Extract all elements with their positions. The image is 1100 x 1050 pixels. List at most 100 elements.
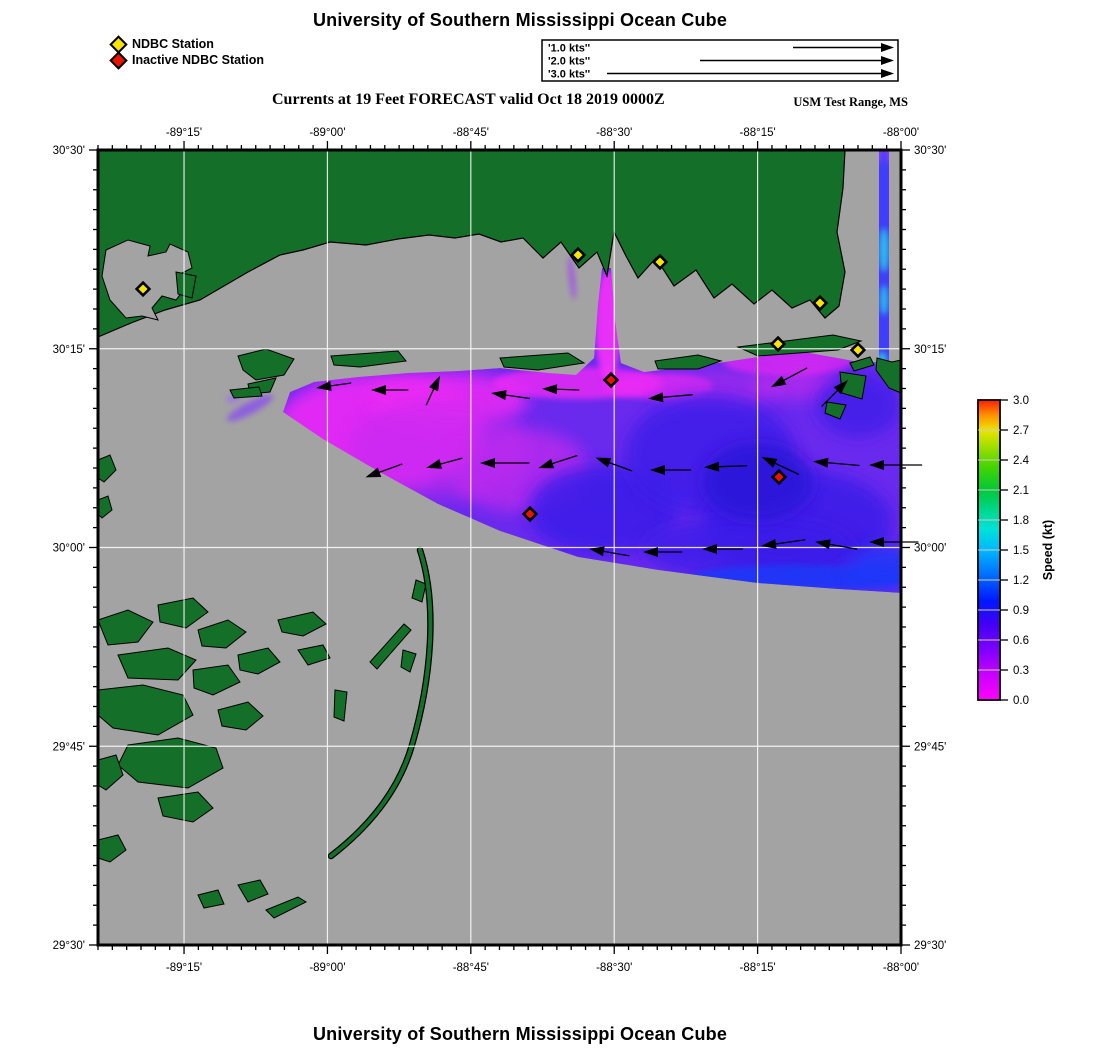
legend-label-inactive: Inactive NDBC Station [132, 53, 264, 67]
ndbc-station-diamond-icon [849, 341, 867, 359]
colorbar-tick-label: 2.1 [1013, 485, 1029, 497]
colorbar-tick-label: 1.5 [1013, 545, 1029, 557]
current-arrow-head-icon [595, 457, 612, 468]
current-arrow [770, 367, 808, 388]
island [824, 401, 847, 420]
current-arrow-head-icon [833, 380, 848, 395]
current-arrow [704, 461, 747, 472]
current-arrow-head-icon [643, 547, 659, 558]
legend-row-inactive: Inactive NDBC Station [109, 50, 264, 70]
ndbc-station [569, 246, 587, 264]
island [97, 684, 194, 736]
island [117, 647, 197, 681]
lat-axis-label: 30°30' [914, 145, 946, 157]
channel-fast-spot [880, 285, 888, 315]
chandeleur-arc [329, 548, 433, 858]
loose-current-streak [568, 256, 576, 300]
current-arrow [479, 457, 530, 468]
inactive-ndbc-station [521, 505, 539, 523]
current-arrow-head-icon [371, 385, 387, 396]
lon-axis-label: -88°45' [453, 127, 489, 139]
current-arrow-head-icon [702, 544, 718, 555]
colorbar-tick-label: 1.2 [1013, 575, 1029, 587]
legend-label-active: NDBC Station [132, 37, 214, 51]
lon-axis-label: -88°30' [596, 962, 632, 974]
channel-fast-spot [879, 228, 889, 272]
lon-axis-label: -89°00' [309, 127, 345, 139]
forecast-subtitle: Currents at 19 Feet FORECAST valid Oct 1… [272, 91, 665, 108]
page-title-bottom: University of Southern Mississippi Ocean… [312, 1024, 728, 1044]
ndbc-station-diamond-icon [134, 280, 152, 298]
island [499, 352, 586, 371]
current-arrow [595, 457, 633, 472]
current-arrow-tail [662, 394, 693, 398]
field-blob [846, 548, 901, 588]
current-arrow-head-icon [538, 458, 555, 469]
station-legend: NDBC Station Inactive NDBC Station [109, 34, 264, 70]
colorbar-title: Speed (kt) [1041, 520, 1055, 580]
ndbc-station-diamond-icon [569, 246, 587, 264]
lon-axis-label: -88°00' [883, 962, 919, 974]
inactive-ndbc-station-diamond-icon [770, 468, 788, 486]
ndbc-station [769, 335, 787, 353]
island [197, 889, 225, 909]
current-arrow-head-icon [868, 459, 884, 470]
colorbar-tick-label: 0.3 [1013, 665, 1029, 677]
current-speed-field [283, 150, 901, 593]
ndbc-station [849, 341, 867, 359]
inactive-ndbc-station [602, 371, 620, 389]
current-arrow-tail [603, 550, 630, 557]
current-arrow [761, 457, 800, 475]
island [237, 647, 281, 675]
current-arrow-tail [609, 462, 633, 472]
current-arrow [868, 459, 923, 470]
island [192, 664, 241, 696]
mainland [97, 149, 846, 338]
ndbc-station [134, 280, 152, 298]
inactive-station-diamond-icon [109, 50, 128, 70]
current-arrow-head-icon [761, 538, 777, 549]
lat-axis-label: 30°00' [914, 543, 946, 555]
island [277, 611, 327, 637]
scale-row-label: '2.0 kts'' [548, 56, 590, 68]
island [229, 386, 263, 399]
island [157, 597, 209, 629]
current-arrow [702, 544, 744, 555]
current-arrow-tail [379, 463, 403, 473]
lon-axis-label: -88°00' [883, 127, 919, 139]
field-blob [348, 400, 528, 500]
lat-axis-label: 30°30' [53, 145, 85, 157]
current-arrow-tail [552, 454, 578, 465]
current-arrow [648, 392, 693, 403]
current-arrow-head-icon [365, 467, 382, 478]
scale-row-label: '1.0 kts'' [548, 43, 590, 55]
region-label: USM Test Range, MS [793, 95, 908, 109]
current-arrow-head-icon [491, 390, 507, 401]
island [736, 334, 863, 357]
colorbar-tick-label: 0.0 [1013, 695, 1029, 707]
current-arrow-head-icon [868, 537, 884, 548]
current-arrow-tail [827, 462, 860, 467]
inactive-ndbc-station [770, 468, 788, 486]
scale-row-arrowhead-icon [881, 43, 894, 52]
island [330, 350, 407, 368]
current-arrow [365, 463, 403, 478]
current-arrow [371, 385, 409, 396]
current-arrow [821, 380, 848, 407]
current-arrow-tail [829, 543, 858, 550]
island [157, 791, 214, 823]
island [237, 879, 269, 903]
current-arrow-head-icon [426, 459, 443, 469]
current-arrow-head-icon [316, 380, 332, 391]
island [197, 619, 247, 649]
ndbc-station-diamond-icon [769, 335, 787, 353]
lat-axis-label: 30°15' [914, 344, 946, 356]
current-arrow-head-icon [815, 539, 831, 550]
current-arrow [643, 547, 683, 558]
current-arrow-tail [425, 388, 435, 406]
page-title: University of Southern Mississippi Ocean… [312, 10, 728, 30]
current-arrow [491, 390, 530, 401]
island [654, 354, 723, 370]
